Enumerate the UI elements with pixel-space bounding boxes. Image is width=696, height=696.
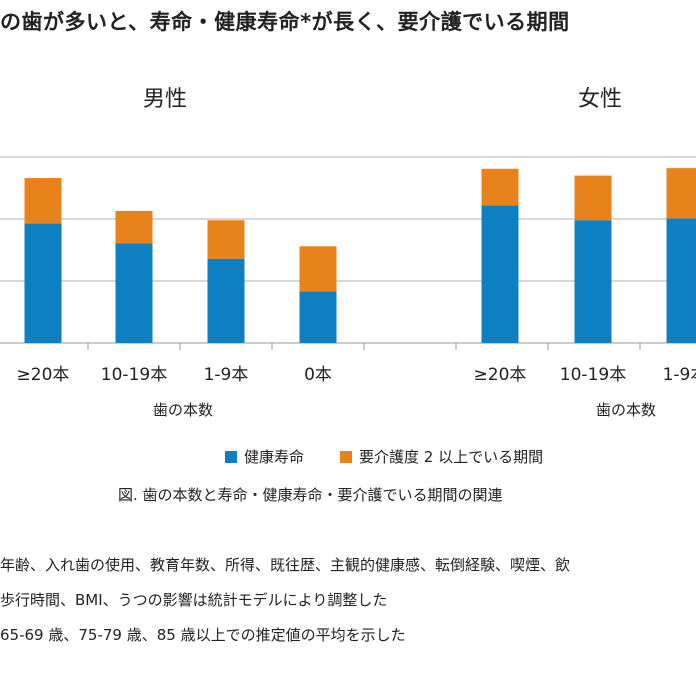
x-tick-label: 10-19本	[560, 365, 626, 385]
legend-swatch-care-period	[340, 450, 352, 463]
x-tick-label: 1-9本	[204, 365, 249, 385]
bar-healthy-life	[574, 220, 612, 343]
bar-care-period	[207, 220, 245, 259]
x-tick-label: 0本	[304, 365, 332, 385]
x-axis-label: 歯の本数	[153, 401, 213, 419]
footnote-line: 65-69 歳、75-79 歳、85 歳以上での推定値の平均を示した	[0, 626, 406, 644]
x-tick-label: ≥20本	[474, 365, 527, 385]
headline: の歯が多いと、寿命・健康寿命*が長く、要介護でいる期間	[0, 10, 570, 34]
bar-care-period	[574, 175, 612, 221]
bar-care-period	[24, 178, 62, 224]
x-axis-label: 歯の本数	[596, 401, 656, 419]
bar-care-period	[299, 246, 337, 292]
x-tick-label: 10-19本	[101, 365, 167, 385]
legend-label-care-period: 要介護度 2 以上でいる期間	[359, 448, 544, 466]
x-tick-label: ≥20本	[17, 365, 70, 385]
legend-item-care-period: 要介護度 2 以上でいる期間	[340, 446, 543, 467]
bar-healthy-life	[24, 223, 62, 343]
footnote-line: 歩行時間、BMI、うつの影響は統計モデルにより調整した	[0, 591, 388, 609]
x-tick-label: 1-9本	[663, 365, 696, 385]
footnote-line: 年齢、入れ歯の使用、教育年数、所得、既往歴、主観的健康感、転倒経験、喫煙、飲	[0, 556, 571, 574]
legend-label-healthy-life: 健康寿命	[244, 448, 305, 466]
legend-swatch-healthy-life	[225, 450, 237, 463]
panel-title: 女性	[578, 87, 622, 112]
footnotes: 年齢、入れ歯の使用、教育年数、所得、既往歴、主観的健康感、転倒経験、喫煙、飲 歩…	[0, 548, 570, 653]
bar-care-period	[481, 168, 519, 206]
bar-healthy-life	[299, 291, 337, 343]
chart-area: 男性≥20本10-19本1-9本0本歯の本数女性≥20本10-19本1-9本歯の…	[0, 87, 696, 419]
panel-title: 男性	[143, 87, 187, 112]
bar-healthy-life	[481, 205, 519, 343]
bar-healthy-life	[666, 218, 696, 343]
bar-healthy-life	[115, 243, 153, 343]
figure-caption: 図. 歯の本数と寿命・健康寿命・要介護でいる期間の関連	[118, 486, 503, 504]
bar-care-period	[115, 210, 153, 244]
bar-care-period	[666, 168, 696, 219]
bar-healthy-life	[207, 258, 245, 343]
legend-item-healthy-life: 健康寿命	[225, 446, 304, 467]
